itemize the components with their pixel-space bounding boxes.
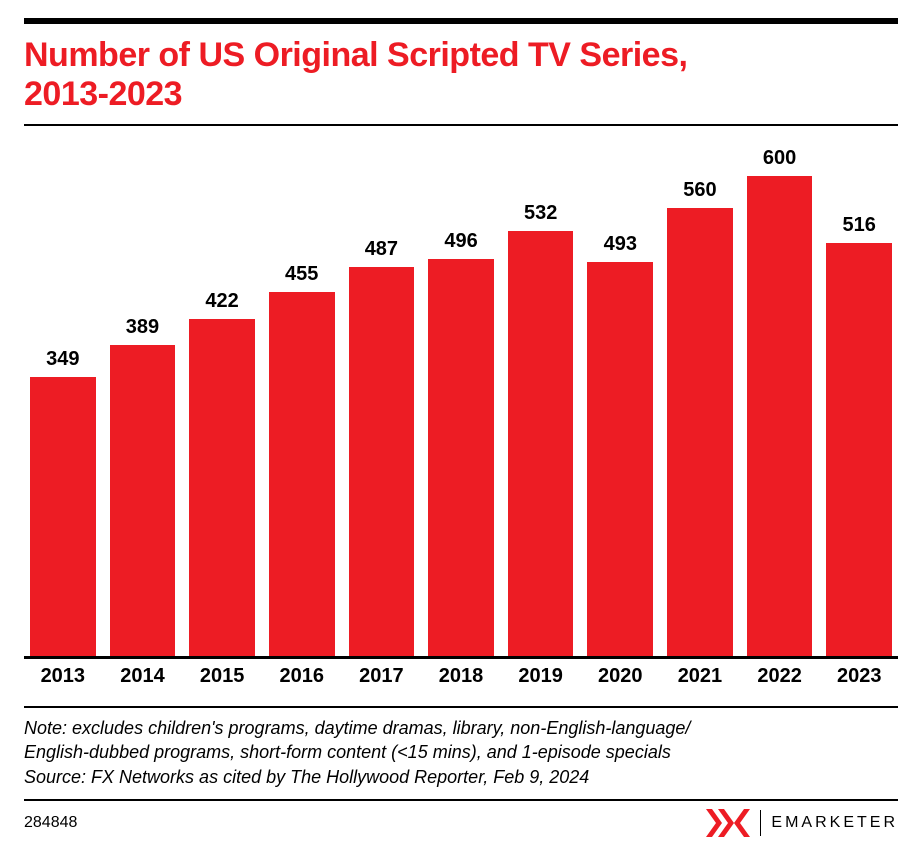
source-line: Source: FX Networks as cited by The Holl… [24,765,898,789]
bar-value-label: 560 [683,179,716,202]
x-axis-label: 2018 [428,665,494,688]
bar-value-label: 532 [524,202,557,225]
bar-value-label: 389 [126,316,159,339]
bar-group: 455 [269,136,335,656]
bar-value-label: 487 [365,238,398,261]
bar-group: 516 [826,136,892,656]
x-axis-label: 2016 [269,665,335,688]
bar-chart: 349 389 422 455 487 496 532 493 560 600 516 [24,136,898,656]
bar [428,259,494,656]
x-axis-label: 2013 [30,665,96,688]
bar-value-label: 600 [763,147,796,170]
bar [587,262,653,656]
bar [508,231,574,657]
x-axis-label: 2023 [826,665,892,688]
bar [189,319,255,657]
note-line-1: Note: excludes children's programs, dayt… [24,716,898,740]
x-axis-labels: 2013 2014 2015 2016 2017 2018 2019 2020 2021 2022… [24,659,898,688]
chart-id: 284848 [24,814,77,832]
bar-group: 560 [667,136,733,656]
bar [667,208,733,656]
chart-title: Number of US Original Scripted TV Series… [24,24,898,124]
bar-value-label: 516 [843,214,876,237]
bar-value-label: 455 [285,263,318,286]
bar-group: 389 [110,136,176,656]
bar [110,345,176,656]
bar [826,243,892,656]
note-line-2: English-dubbed programs, short-form cont… [24,740,898,764]
bar-group: 349 [30,136,96,656]
x-axis-label: 2017 [349,665,415,688]
bar [747,176,813,656]
chart-note: Note: excludes children's programs, dayt… [24,708,898,789]
title-line-1: Number of US Original Scripted TV Series… [24,36,687,74]
bar-group: 493 [587,136,653,656]
bar-group: 422 [189,136,255,656]
x-axis-label: 2022 [747,665,813,688]
brand-name: EMARKETER [771,814,898,832]
bar-value-label: 493 [604,233,637,256]
bar-value-label: 349 [46,348,79,371]
emarketer-logo-icon [706,809,750,837]
footer: 284848 EMARKETER [24,801,898,837]
x-axis-label: 2021 [667,665,733,688]
bar-group: 600 [747,136,813,656]
x-axis-label: 2015 [189,665,255,688]
bar-group: 532 [508,136,574,656]
x-axis-label: 2020 [587,665,653,688]
title-line-2: 2013-2023 [24,75,182,113]
x-axis-label: 2014 [110,665,176,688]
title-rule [24,124,898,126]
brand: EMARKETER [706,809,898,837]
bar [269,292,335,656]
bar-value-label: 496 [444,230,477,253]
bar [349,267,415,657]
x-axis-label: 2019 [508,665,574,688]
brand-divider [760,810,761,836]
bar-value-label: 422 [205,290,238,313]
bar-group: 487 [349,136,415,656]
bar-group: 496 [428,136,494,656]
bar [30,377,96,656]
